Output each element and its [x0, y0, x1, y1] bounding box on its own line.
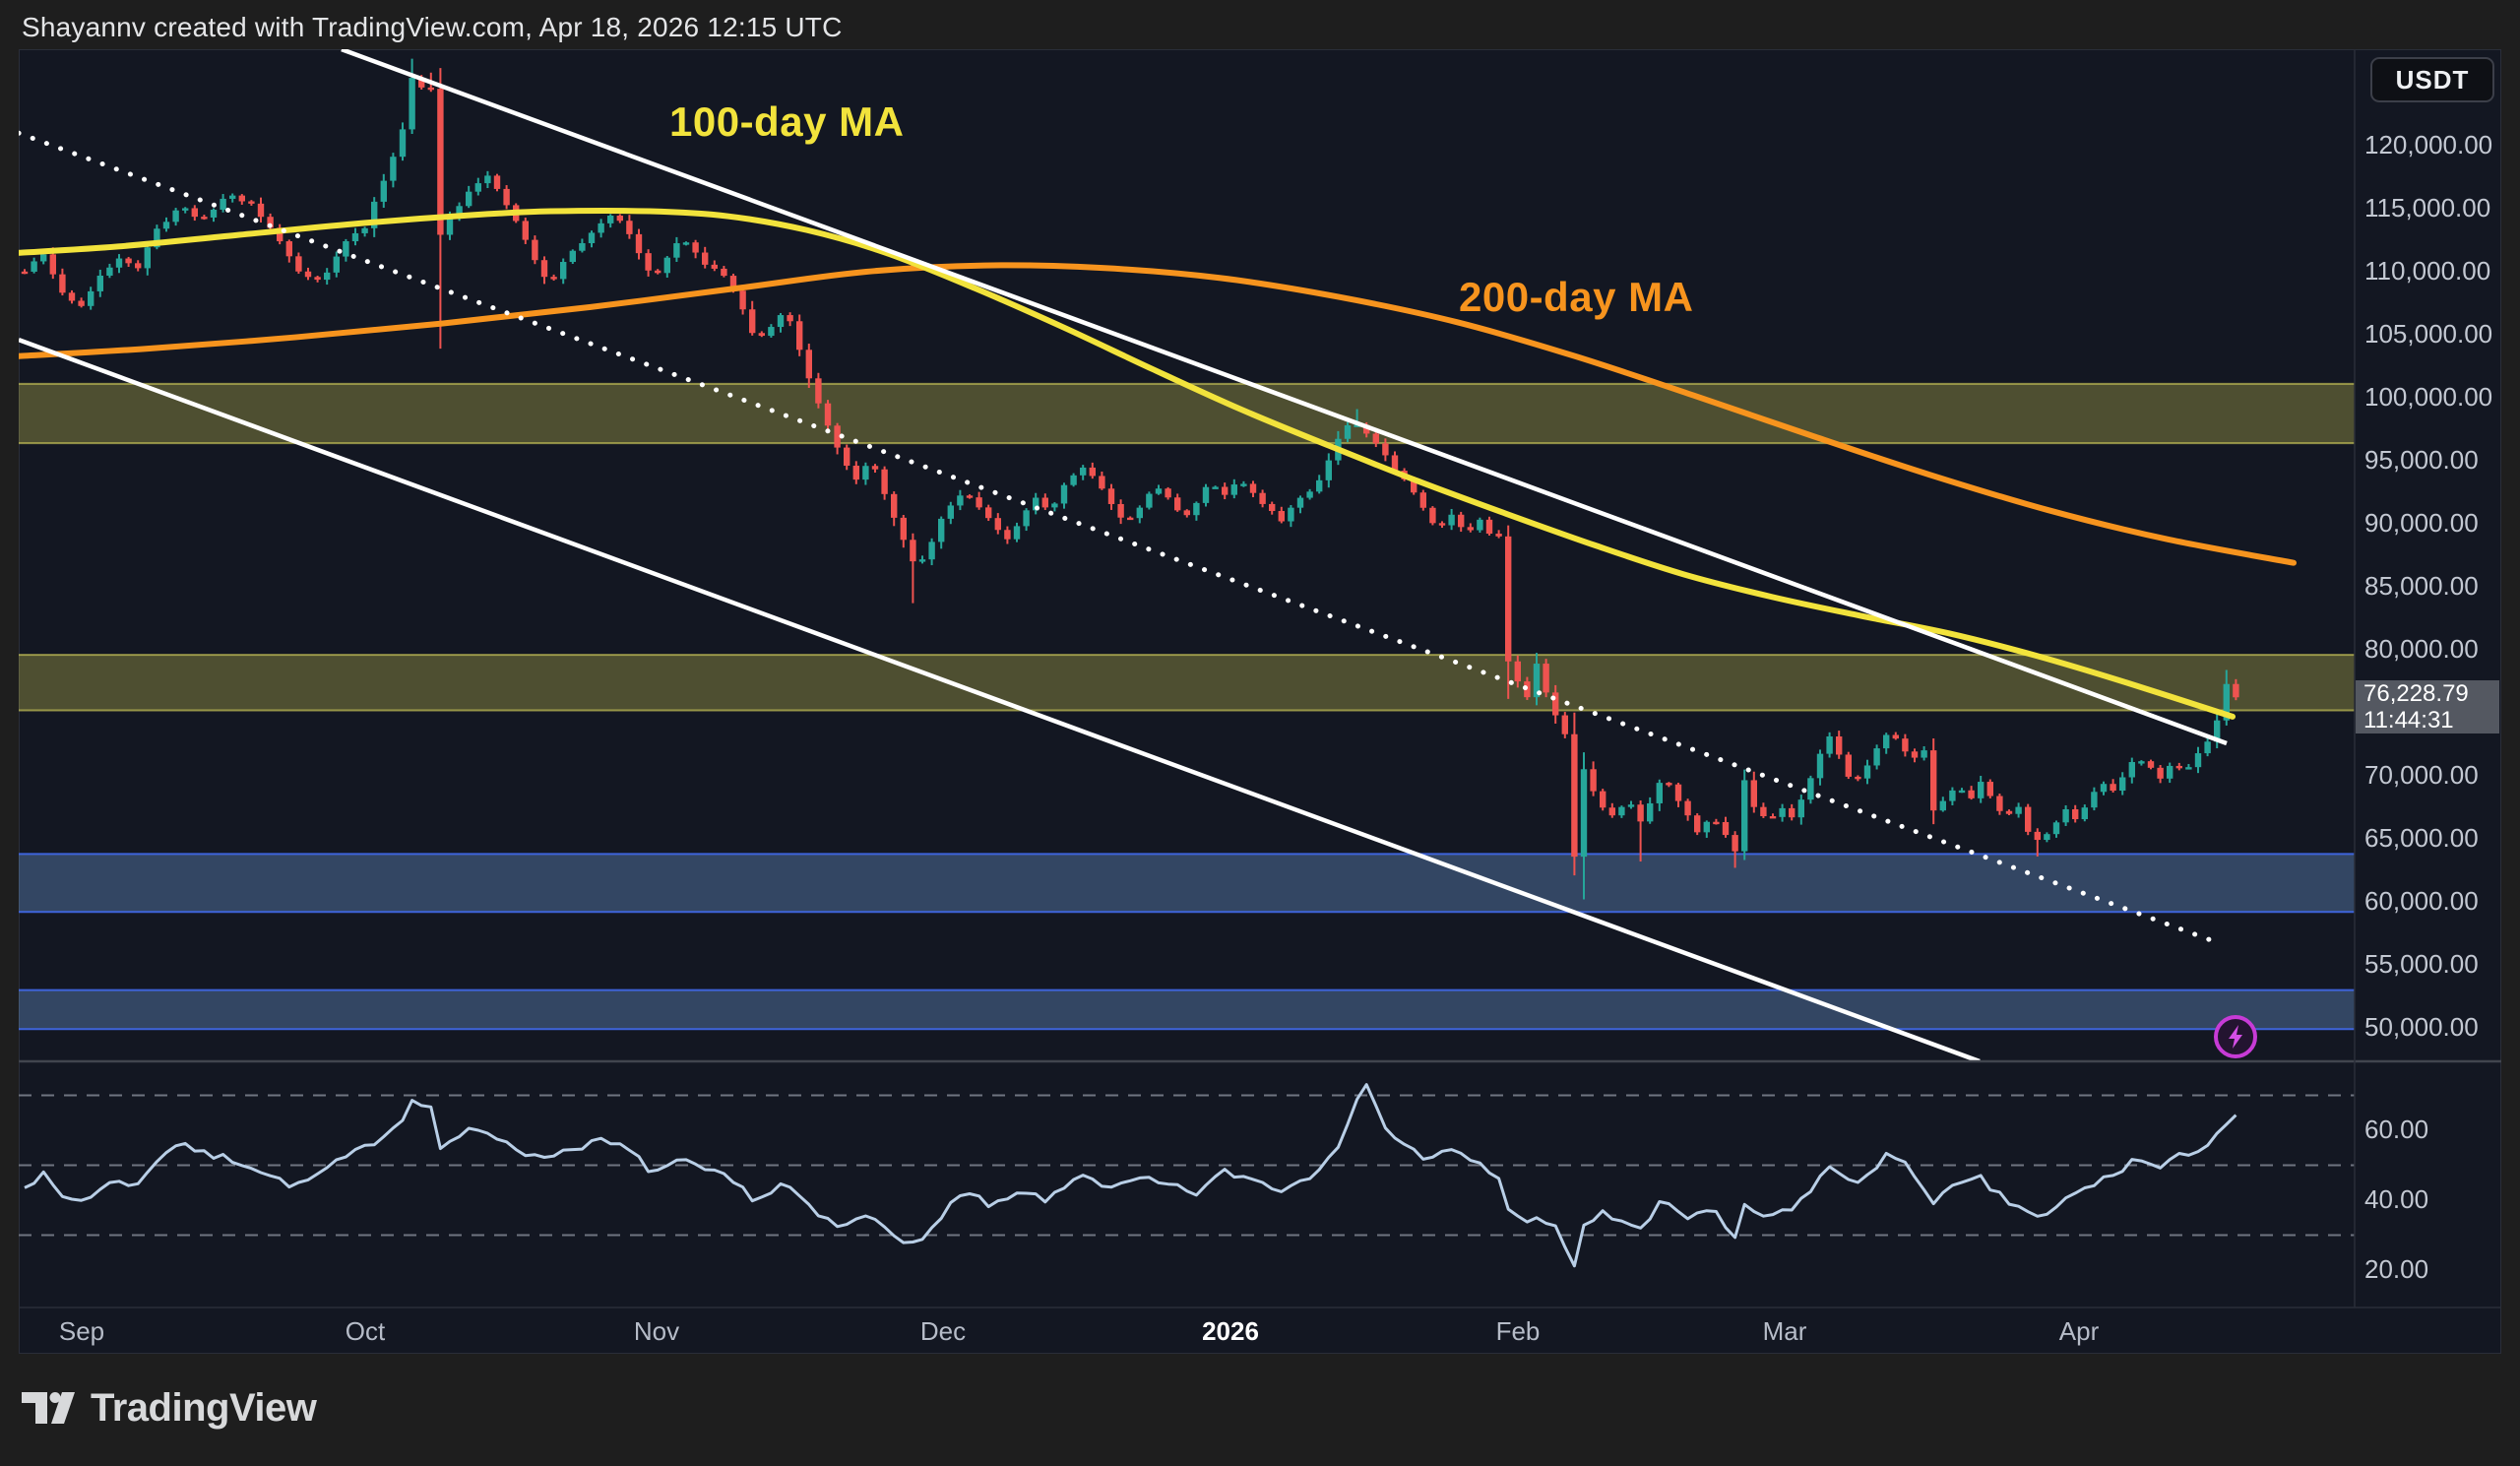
resistance-zone-upper[interactable]	[19, 382, 2355, 445]
price-axis-label: 95,000.00	[2364, 445, 2479, 475]
time-axis-label-Feb: Feb	[1495, 1316, 1541, 1346]
price-axis-label: 50,000.00	[2364, 1012, 2479, 1042]
price-axis-label: 105,000.00	[2364, 319, 2493, 349]
price-axis-label: 90,000.00	[2364, 508, 2479, 538]
support-zone-upper[interactable]	[19, 853, 2355, 914]
time-axis-label-Dec: Dec	[919, 1316, 967, 1346]
ma100-line	[19, 207, 2236, 720]
chart-panel	[19, 49, 2501, 1354]
last-price-badge: 76,228.79 11:44:31	[2356, 680, 2499, 733]
time-axis-label-Sep: Sep	[58, 1316, 105, 1346]
price-axis-label: 55,000.00	[2364, 949, 2479, 979]
price-axis-label: 115,000.00	[2364, 193, 2491, 223]
price-axis-label: 65,000.00	[2364, 823, 2479, 853]
price-axis-label: 80,000.00	[2364, 634, 2479, 664]
time-axis-label-Oct: Oct	[345, 1316, 386, 1346]
price-axis-label: 100,000.00	[2364, 382, 2493, 412]
time-axis-label-2026: 2026	[1202, 1316, 1259, 1346]
time-axis-label-Apr: Apr	[2058, 1316, 2100, 1346]
rsi-axis-label: 20.00	[2364, 1254, 2429, 1284]
header-credit: Shayannv created with TradingView.com, A…	[22, 12, 843, 42]
tradingview-logo-icon	[22, 1391, 75, 1424]
ma200-line	[19, 262, 2297, 566]
descending-dotted-trendline[interactable]	[19, 130, 2223, 946]
price-axis-label: 120,000.00	[2364, 130, 2493, 159]
price-axis-label: 60,000.00	[2364, 886, 2479, 916]
quote-currency-chip[interactable]: USDT	[2370, 57, 2494, 102]
support-zone-lower[interactable]	[19, 988, 2355, 1031]
lightning-sticker[interactable]	[2214, 1015, 2257, 1058]
ma200-text-annotation[interactable]: 200-day MA	[1459, 274, 1694, 320]
channel-bottom-trendline[interactable]	[19, 338, 1981, 1061]
ma100-text-annotation[interactable]: 100-day MA	[669, 98, 905, 145]
tradingview-logo: TradingView	[22, 1386, 317, 1431]
candles-series	[21, 58, 2239, 900]
price-axis-label: 70,000.00	[2364, 760, 2479, 790]
price-axis-label: 110,000.00	[2364, 256, 2491, 286]
time-axis-label-Mar: Mar	[1762, 1316, 1807, 1346]
rsi-line	[24, 1083, 2237, 1268]
rsi-axis-label: 60.00	[2364, 1115, 2429, 1144]
resistance-zone-lower[interactable]	[19, 654, 2355, 712]
price-axis-label: 85,000.00	[2364, 571, 2479, 601]
rsi-pane[interactable]	[19, 1083, 2355, 1268]
price-pane[interactable]	[19, 49, 2355, 1061]
bar-countdown: 11:44:31	[2363, 707, 2454, 733]
last-price-value: 76,228.79	[2363, 680, 2469, 707]
channel-top-trendline[interactable]	[341, 49, 2228, 746]
rsi-axis-label: 40.00	[2364, 1184, 2429, 1214]
time-axis-label-Nov: Nov	[633, 1316, 680, 1346]
tradingview-logo-text: TradingView	[91, 1386, 317, 1430]
